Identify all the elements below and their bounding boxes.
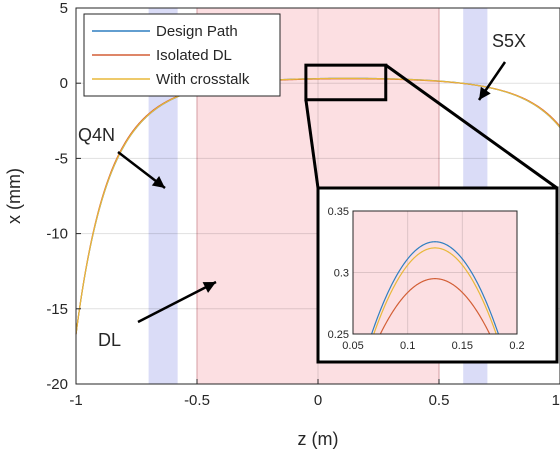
arrow-q4n-head: [151, 175, 165, 188]
inset-y-tick-label: 0.25: [328, 329, 349, 341]
y-tick-label: 5: [60, 0, 68, 17]
legend: Design Path Isolated DL With crosstalk: [83, 13, 281, 97]
x-axis-label: z (m): [298, 429, 339, 449]
inset-series-line-design-path: [371, 241, 499, 335]
inset-series-line-with-crosstalk: [373, 247, 497, 335]
annotation-dl: DL: [98, 330, 121, 350]
series-line-with-crosstalk: [75, 77, 560, 335]
arrow-dl: [137, 280, 217, 324]
inset-axes-box: [352, 210, 518, 335]
annotation-s5x: S5X: [492, 31, 526, 51]
y-tick-label: -10: [46, 226, 68, 243]
x-tick-label: 0.5: [429, 392, 450, 409]
y-tick-label: -15: [46, 301, 68, 318]
inset-y-tick-label: 0.3: [334, 268, 349, 280]
y-tick-label: 0: [60, 75, 68, 92]
x-tick-label: -0.5: [184, 392, 210, 409]
inset-y-tick-label: 0.35: [328, 206, 349, 218]
inset-region-dl: [353, 211, 517, 334]
arrow-dl-head: [202, 282, 216, 293]
y-tick-label: -20: [46, 376, 68, 393]
zoom-box: [304, 63, 388, 102]
annotation-q4n: Q4N: [78, 125, 115, 145]
legend-label: With crosstalk: [156, 71, 250, 88]
inset-x-tick-label: 0.15: [452, 340, 473, 352]
y-axis-label: x (mm): [4, 168, 24, 224]
inset-series-line-isolated-dl: [379, 278, 491, 335]
x-tick-label: 0: [314, 392, 322, 409]
arrow-s5x-head: [479, 86, 491, 100]
inset-x-tick-label: 0.2: [509, 340, 524, 352]
legend-label: Isolated DL: [156, 47, 232, 64]
x-tick-label: 1: [552, 392, 560, 409]
zoom-connector: [304, 99, 320, 189]
x-tick-label: -1: [69, 392, 82, 409]
inset-x-tick-label: 0.05: [342, 340, 363, 352]
zoom-connector: [384, 63, 558, 190]
legend-label: Design Path: [156, 23, 238, 40]
inset-x-tick-label: 0.1: [400, 340, 415, 352]
y-tick-label: -5: [55, 150, 68, 167]
